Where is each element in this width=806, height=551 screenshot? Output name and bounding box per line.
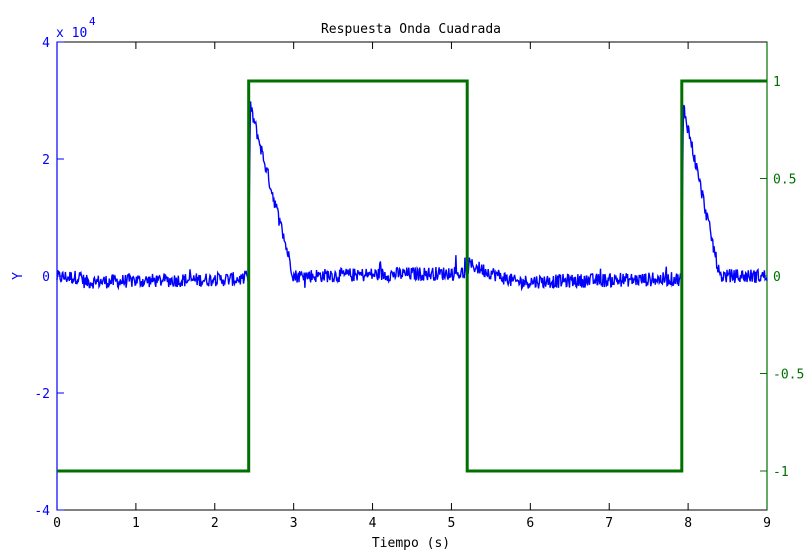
x-tick-label: 6 <box>526 516 534 531</box>
y-right-tick-label: -1 <box>773 465 789 480</box>
y-left-tick-label: -4 <box>34 504 50 519</box>
y-exponent-base: x 10 <box>56 26 87 41</box>
y-left-tick-label: 4 <box>42 36 50 51</box>
x-tick-label: 9 <box>763 516 771 531</box>
x-axis-label: Tiempo (s) <box>372 536 450 551</box>
x-tick-label: 0 <box>53 516 61 531</box>
y-right-tick-label: 0 <box>773 270 781 285</box>
x-axis: 0 1 2 3 4 5 6 7 8 9 <box>53 42 771 531</box>
x-tick-label: 4 <box>369 516 377 531</box>
y-axis-label: Y <box>11 272 26 280</box>
y-right-axis: -1 -0.5 0 0.5 1 <box>760 42 804 510</box>
square-wave-series-line <box>57 79 767 473</box>
y-right-tick-label: 1 <box>773 75 781 90</box>
y-left-tick-label: 0 <box>42 270 50 285</box>
y-right-tick-label: 0.5 <box>773 173 796 188</box>
x-tick-label: 8 <box>684 516 692 531</box>
y-exponent-power: 4 <box>89 15 96 28</box>
x-tick-label: 5 <box>448 516 456 531</box>
y-left-tick-label: 2 <box>42 153 50 168</box>
series-layer <box>56 79 768 473</box>
y-right-tick-label: -0.5 <box>773 368 804 383</box>
y-left-tick-label: -2 <box>34 387 50 402</box>
x-tick-label: 1 <box>132 516 140 531</box>
x-tick-label: 3 <box>290 516 298 531</box>
x-tick-label: 2 <box>211 516 219 531</box>
response-series-line <box>56 101 768 292</box>
chart-title: Respuesta Onda Cuadrada <box>321 22 501 37</box>
x-tick-label: 7 <box>605 516 613 531</box>
